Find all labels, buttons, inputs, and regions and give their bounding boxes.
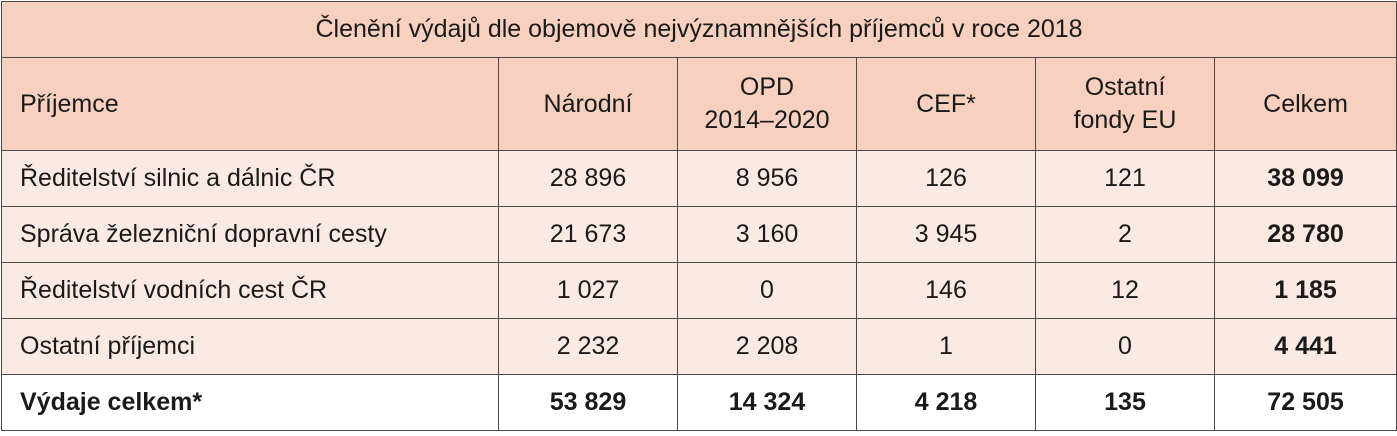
opd-cell: 0 [677,262,857,319]
total-cell: 28 780 [1213,206,1397,263]
national-cell: 28 896 [498,150,678,207]
totals-label: Výdaje celkem* [1,374,499,431]
recipient-cell: Ředitelství silnic a dálnic ČR [1,150,499,207]
header-national: Národní [498,57,678,151]
totals-row: Výdaje celkem* 53 829 14 324 4 218 135 7… [1,374,1397,431]
header-cef: CEF* [856,57,1036,151]
cef-cell: 1 [856,318,1036,375]
recipient-cell: Ostatní příjemci [1,318,499,375]
other-eu-cell: 121 [1035,150,1215,207]
table-title: Členění výdajů dle objemově nejvýznamněj… [0,1,1397,58]
header-row: Příjemce Národní OPD 2014–2020 CEF* Ostat… [1,57,1397,151]
table-row: Ředitelství vodních cest ČR 1 027 0 146 … [1,262,1397,319]
table-row: Správa železniční dopravní cesty 21 673 … [1,206,1397,263]
header-recipient: Příjemce [1,57,499,151]
opd-cell: 8 956 [677,150,857,207]
other-eu-cell: 12 [1035,262,1215,319]
national-cell: 1 027 [498,262,678,319]
opd-cell: 2 208 [677,318,857,375]
table-row: Ostatní příjemci 2 232 2 208 1 0 4 441 [1,318,1397,375]
cef-cell: 126 [856,150,1036,207]
total-cell: 1 185 [1213,262,1397,319]
header-other-eu-funds: Ostatní fondy EU [1035,57,1215,151]
recipient-cell: Správa železniční dopravní cesty [1,206,499,263]
header-opd: OPD 2014–2020 [677,57,857,151]
cef-cell: 3 945 [856,206,1036,263]
cef-total: 4 218 [856,374,1036,431]
opd-total: 14 324 [677,374,857,431]
table-row: Ředitelství silnic a dálnic ČR 28 896 8 … [1,150,1397,207]
other-eu-cell: 2 [1035,206,1215,263]
national-total: 53 829 [498,374,678,431]
other-eu-total: 135 [1035,374,1215,431]
total-cell: 38 099 [1213,150,1397,207]
total-cell: 4 441 [1213,318,1397,375]
other-eu-cell: 0 [1035,318,1215,375]
recipient-cell: Ředitelství vodních cest ČR [1,262,499,319]
header-total: Celkem [1213,57,1397,151]
national-cell: 21 673 [498,206,678,263]
grand-total: 72 505 [1213,374,1397,431]
national-cell: 2 232 [498,318,678,375]
opd-cell: 3 160 [677,206,857,263]
cef-cell: 146 [856,262,1036,319]
